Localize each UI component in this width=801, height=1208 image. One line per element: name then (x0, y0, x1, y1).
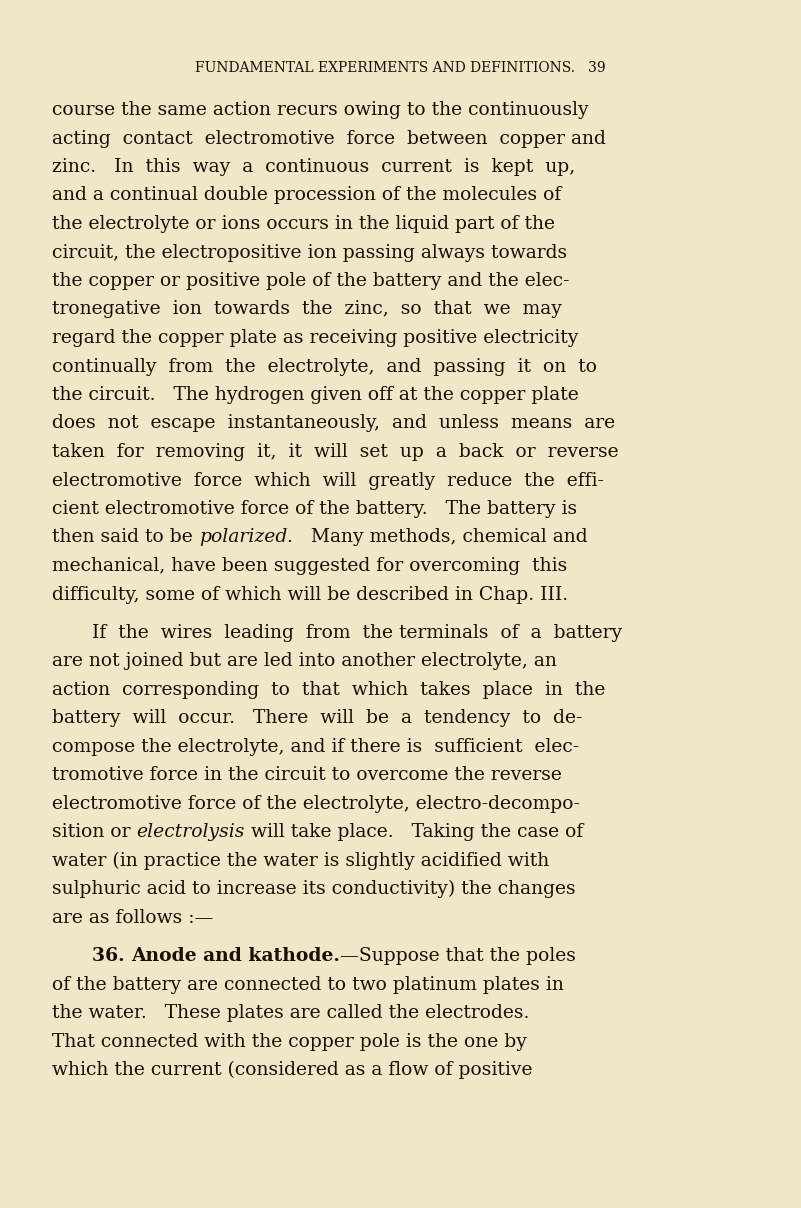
Text: action  corresponding  to  that  which  takes  place  in  the: action corresponding to that which takes… (52, 681, 606, 699)
Text: sulphuric acid to increase its conductivity) the changes: sulphuric acid to increase its conductiv… (52, 881, 576, 899)
Text: the copper or positive pole of the battery and the elec-: the copper or positive pole of the batte… (52, 272, 570, 290)
Text: compose the electrolyte, and if there is  sufficient  elec-: compose the electrolyte, and if there is… (52, 738, 579, 756)
Text: will take place.   Taking the case of: will take place. Taking the case of (245, 824, 583, 842)
Text: That connected with the copper pole is the one by: That connected with the copper pole is t… (52, 1033, 527, 1051)
Text: then said to be: then said to be (52, 529, 199, 546)
Text: —Suppose that the poles: —Suppose that the poles (340, 947, 576, 965)
Text: cient electromotive force of the battery.   The battery is: cient electromotive force of the battery… (52, 500, 578, 518)
Text: tronegative  ion  towards  the  zinc,  so  that  we  may: tronegative ion towards the zinc, so tha… (52, 301, 562, 319)
Text: water (in practice the water is slightly acidified with: water (in practice the water is slightly… (52, 852, 549, 870)
Text: the circuit.   The hydrogen given off at the copper plate: the circuit. The hydrogen given off at t… (52, 387, 579, 403)
Text: sition or: sition or (52, 824, 136, 842)
Text: .   Many methods, chemical and: . Many methods, chemical and (287, 529, 588, 546)
Text: electromotive force of the electrolyte, electro-decompo-: electromotive force of the electrolyte, … (52, 795, 580, 813)
Text: the water.   These plates are called the electrodes.: the water. These plates are called the e… (52, 1004, 529, 1022)
Text: battery  will  occur.   There  will  be  a  tendency  to  de-: battery will occur. There will be a tend… (52, 709, 582, 727)
Text: tromotive force in the circuit to overcome the reverse: tromotive force in the circuit to overco… (52, 766, 562, 784)
Text: the electrolyte or ions occurs in the liquid part of the: the electrolyte or ions occurs in the li… (52, 215, 555, 233)
Text: are not joined but are led into another electrolyte, an: are not joined but are led into another … (52, 652, 557, 670)
Text: circuit, the electropositive ion passing always towards: circuit, the electropositive ion passing… (52, 244, 567, 261)
Text: 36.: 36. (92, 947, 131, 965)
Text: of the battery are connected to two platinum plates in: of the battery are connected to two plat… (52, 976, 564, 994)
Text: are as follows :—: are as follows :— (52, 908, 213, 927)
Text: Anode and kathode.: Anode and kathode. (131, 947, 340, 965)
Text: does  not  escape  instantaneously,  and  unless  means  are: does not escape instantaneously, and unl… (52, 414, 615, 432)
Text: electrolysis: electrolysis (136, 824, 245, 842)
Text: zinc.   In  this  way  a  continuous  current  is  kept  up,: zinc. In this way a continuous current i… (52, 158, 575, 176)
Text: acting  contact  electromotive  force  between  copper and: acting contact electromotive force betwe… (52, 129, 606, 147)
Text: polarized: polarized (199, 529, 287, 546)
Text: FUNDAMENTAL EXPERIMENTS AND DEFINITIONS.   39: FUNDAMENTAL EXPERIMENTS AND DEFINITIONS.… (195, 60, 606, 75)
Text: course the same action recurs owing to the continuously: course the same action recurs owing to t… (52, 101, 589, 120)
Text: and a continual double procession of the molecules of: and a continual double procession of the… (52, 186, 562, 204)
Text: continually  from  the  electrolyte,  and  passing  it  on  to: continually from the electrolyte, and pa… (52, 358, 597, 376)
Text: regard the copper plate as receiving positive electricity: regard the copper plate as receiving pos… (52, 329, 578, 347)
Text: which the current (considered as a flow of positive: which the current (considered as a flow … (52, 1061, 533, 1080)
Text: taken  for  removing  it,  it  will  set  up  a  back  or  reverse: taken for removing it, it will set up a … (52, 443, 618, 461)
Text: If  the  wires  leading  from  the terminals  of  a  battery: If the wires leading from the terminals … (92, 625, 622, 641)
Text: difficulty, some of which will be described in Chap. III.: difficulty, some of which will be descri… (52, 586, 568, 604)
Text: mechanical, have been suggested for overcoming  this: mechanical, have been suggested for over… (52, 557, 567, 575)
Text: electromotive  force  which  will  greatly  reduce  the  effi-: electromotive force which will greatly r… (52, 471, 604, 489)
